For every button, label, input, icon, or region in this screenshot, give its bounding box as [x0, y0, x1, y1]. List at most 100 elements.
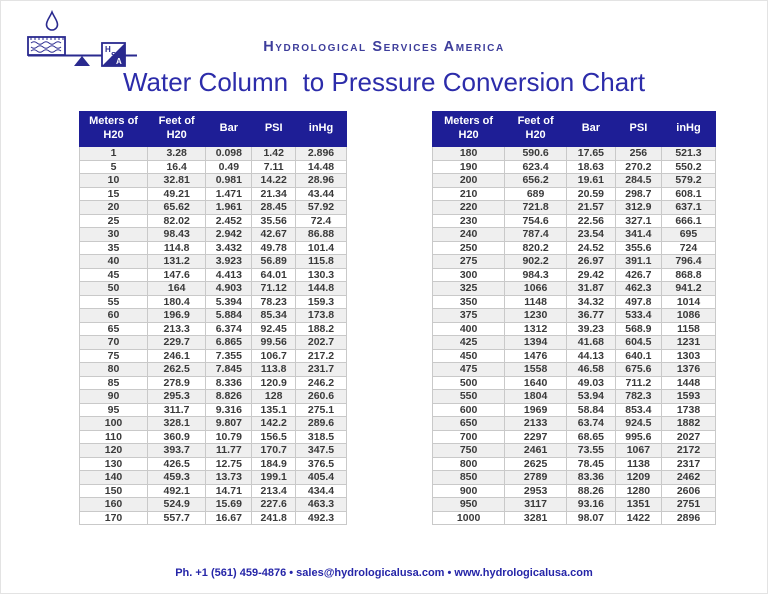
table-cell: 2.942	[205, 227, 253, 242]
table-cell: 21.57	[566, 200, 616, 215]
table-cell: 521.3	[660, 146, 717, 161]
hsa-logo-graphic: H S A	[27, 9, 137, 67]
table-row: 20 65.62 1.961 28.45 57.92	[78, 200, 347, 215]
table-cell: 375	[431, 308, 506, 323]
table-row: 90 295.3 8.826 128 260.6	[78, 389, 347, 404]
column-header: PSI	[614, 111, 662, 147]
table-cell: 8.336	[205, 375, 253, 390]
table-cell: 724	[660, 240, 717, 255]
table-cell: 350	[431, 294, 506, 309]
table-cell: 90	[78, 389, 149, 404]
table-cell: 462.3	[614, 281, 662, 296]
table-row: 600 1969 58.84 853.4 1738	[431, 402, 717, 417]
table-cell: 4.903	[205, 281, 253, 296]
table-cell: 42.67	[251, 227, 296, 242]
table-cell: 1969	[504, 402, 567, 417]
table-cell: 853.4	[614, 402, 662, 417]
table-row: 240 787.4 23.54 341.4 695	[431, 227, 717, 242]
table-cell: 924.5	[614, 416, 662, 431]
table-cell: 604.5	[614, 335, 662, 350]
table-row: 60 196.9 5.884 85.34 173.8	[78, 308, 347, 323]
table-row: 30 98.43 2.942 42.67 86.88	[78, 227, 347, 242]
table-cell: 787.4	[504, 227, 567, 242]
table-cell: 15.69	[205, 497, 253, 512]
table-row: 15 49.21 1.471 21.34 43.44	[78, 186, 347, 201]
table-cell: 850	[431, 470, 506, 485]
table-cell: 355.6	[614, 240, 662, 255]
table-cell: 100	[78, 416, 149, 431]
table-row: 50 164 4.903 71.12 144.8	[78, 281, 347, 296]
table-cell: 568.9	[614, 321, 662, 336]
table-cell: 230	[431, 213, 506, 228]
table-cell: 18.63	[566, 159, 616, 174]
table-cell: 11.77	[205, 443, 253, 458]
page-title: Water Column to Pressure Conversion Char…	[122, 67, 646, 97]
table-row: 275 902.2 26.97 391.1 796.4	[431, 254, 717, 269]
table-cell: 9.316	[205, 402, 253, 417]
table-cell: 3117	[504, 497, 567, 512]
table-cell: 500	[431, 375, 506, 390]
table-cell: 110	[78, 429, 149, 444]
table-row: 40 131.2 3.923 56.89 115.8	[78, 254, 347, 269]
table-cell: 99.56	[251, 335, 296, 350]
table-cell: 85.34	[251, 308, 296, 323]
table-cell: 637.1	[660, 200, 717, 215]
table-cell: 327.1	[614, 213, 662, 228]
table-cell: 695	[660, 227, 717, 242]
table-cell: 325	[431, 281, 506, 296]
table-cell: 246.2	[295, 375, 347, 390]
tables-container: Meters of H20 Feet of H20 Bar PSI inHg 1 3.28…	[1, 111, 767, 525]
table-cell: 19.61	[566, 173, 616, 188]
table-row: 800 2625 78.45 1138 2317	[431, 456, 717, 471]
table-cell: 1476	[504, 348, 567, 363]
table-cell: 229.7	[147, 335, 207, 350]
table-cell: 2606	[660, 483, 717, 498]
table-cell: 45	[78, 267, 149, 282]
table-row: 160 524.9 15.69 227.6 463.3	[78, 497, 347, 512]
table-cell: 5	[78, 159, 149, 174]
table-cell: 250	[431, 240, 506, 255]
table-cell: 463.3	[295, 497, 347, 512]
table-cell: 78.23	[251, 294, 296, 309]
table-row: 85 278.9 8.336 120.9 246.2	[78, 375, 347, 390]
table-cell: 1738	[660, 402, 717, 417]
table-cell: 57.92	[295, 200, 347, 215]
table-cell: 1	[78, 146, 149, 161]
table-cell: 721.8	[504, 200, 567, 215]
table-cell: 23.54	[566, 227, 616, 242]
table-cell: 241.8	[251, 510, 296, 525]
table-cell: 40	[78, 254, 149, 269]
table-cell: 24.52	[566, 240, 616, 255]
table-cell: 2.896	[295, 146, 347, 161]
table-cell: 101.4	[295, 240, 347, 255]
table-cell: 86.88	[295, 227, 347, 242]
table-cell: 210	[431, 186, 506, 201]
table-cell: 426.5	[147, 456, 207, 471]
table-row: 180 590.6 17.65 256 521.3	[431, 146, 717, 161]
table-cell: 0.49	[205, 159, 253, 174]
table-cell: 492.1	[147, 483, 207, 498]
table-cell: 284.5	[614, 173, 662, 188]
table-row: 25 82.02 2.452 35.56 72.4	[78, 213, 347, 228]
conversion-table-left: Meters of H20 Feet of H20 Bar PSI inHg 1 3.28…	[78, 111, 347, 525]
table-cell: 227.6	[251, 497, 296, 512]
table-cell: 426.7	[614, 267, 662, 282]
table-cell: 28.96	[295, 173, 347, 188]
table-cell: 341.4	[614, 227, 662, 242]
table-cell: 2461	[504, 443, 567, 458]
table-cell: 2751	[660, 497, 717, 512]
table-cell: 1593	[660, 389, 717, 404]
table-cell: 2953	[504, 483, 567, 498]
table-cell: 1014	[660, 294, 717, 309]
table-cell: 1067	[614, 443, 662, 458]
table-cell: 113.8	[251, 362, 296, 377]
table-cell: 328.1	[147, 416, 207, 431]
table-cell: 53.94	[566, 389, 616, 404]
table-cell: 34.32	[566, 294, 616, 309]
table-row: 950 3117 93.16 1351 2751	[431, 497, 717, 512]
table-cell: 92.45	[251, 321, 296, 336]
table-cell: 347.5	[295, 443, 347, 458]
table-cell: 1640	[504, 375, 567, 390]
column-header: Feet of H20	[504, 111, 567, 147]
table-cell: 10	[78, 173, 149, 188]
